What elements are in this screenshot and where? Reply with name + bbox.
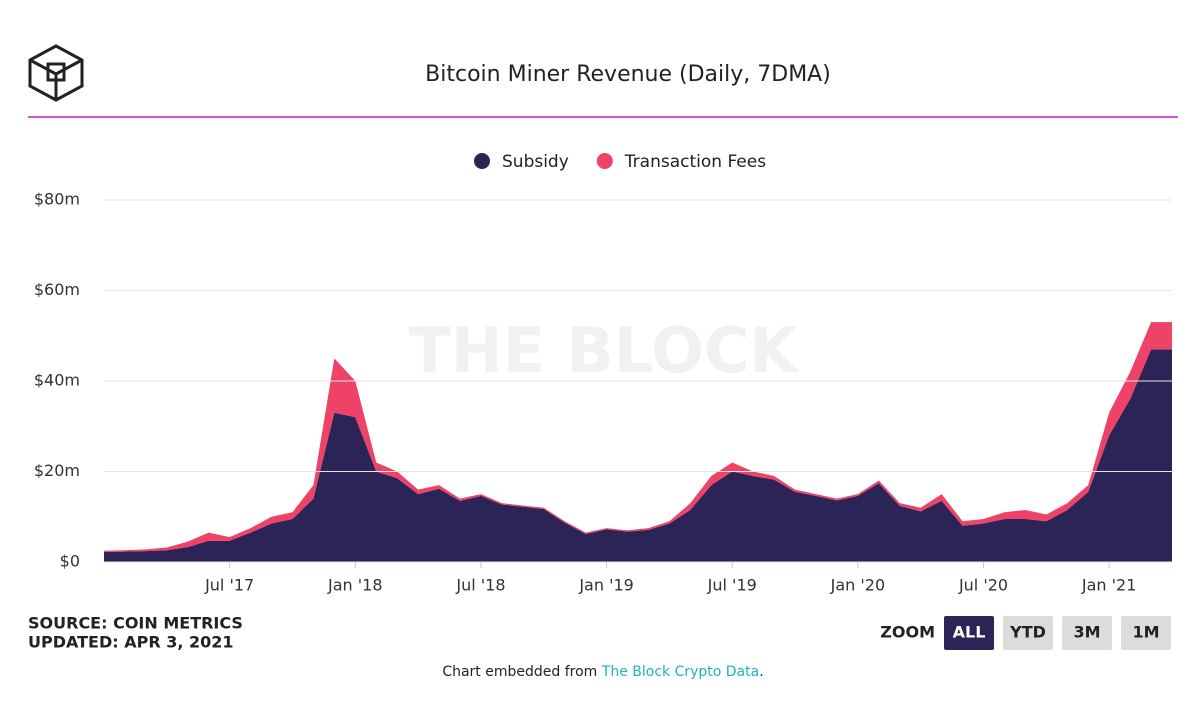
footer: Chart embedded from The Block Crypto Dat… [442, 664, 763, 680]
y-tick-label: $60m [34, 280, 80, 299]
y-tick-label: $80m [34, 190, 80, 209]
watermark: THE BLOCK [409, 314, 800, 387]
legend-label: Transaction Fees [624, 152, 766, 172]
zoom-label: ZOOM [880, 623, 935, 642]
updated: UPDATED: APR 3, 2021 [28, 633, 234, 652]
source: SOURCE: COIN METRICS [28, 614, 243, 633]
y-tick-label: $0 [60, 552, 80, 571]
footer-link[interactable]: The Block Crypto Data [601, 664, 759, 680]
zoom-button-label[interactable]: YTD [1009, 623, 1046, 642]
legend-swatch [596, 153, 613, 169]
zoom-button[interactable] [1062, 616, 1112, 650]
logo [28, 44, 84, 102]
chart-title: Bitcoin Miner Revenue (Daily, 7DMA) [425, 62, 831, 87]
zoom-button[interactable] [944, 616, 994, 650]
footer-text: Chart embedded from [442, 664, 601, 680]
zoom-button[interactable] [1121, 616, 1171, 650]
x-tick-label: Jan '18 [327, 576, 383, 595]
area [104, 349, 1172, 562]
x-tick-label: Jan '20 [830, 576, 886, 595]
legend-swatch [474, 153, 490, 169]
zoom-button-label[interactable]: ALL [953, 623, 986, 642]
x-tick-label: Jul '20 [958, 576, 1008, 595]
y-tick-label: $40m [34, 371, 80, 390]
zoom-button[interactable] [1003, 616, 1053, 650]
zoom-button-label[interactable]: 1M [1132, 623, 1159, 642]
x-tick-label: Jul '19 [707, 576, 757, 595]
x-tick-label: Jul '18 [455, 576, 505, 595]
zoom-button-label[interactable]: 3M [1073, 623, 1100, 642]
x-tick-label: Jan '19 [578, 576, 634, 595]
x-tick-label: Jul '17 [204, 576, 254, 595]
footer-end: . [759, 664, 763, 680]
x-tick-label: Jan '21 [1081, 576, 1137, 595]
y-tick-label: $20m [34, 461, 80, 480]
legend-label: Subsidy [502, 152, 569, 172]
